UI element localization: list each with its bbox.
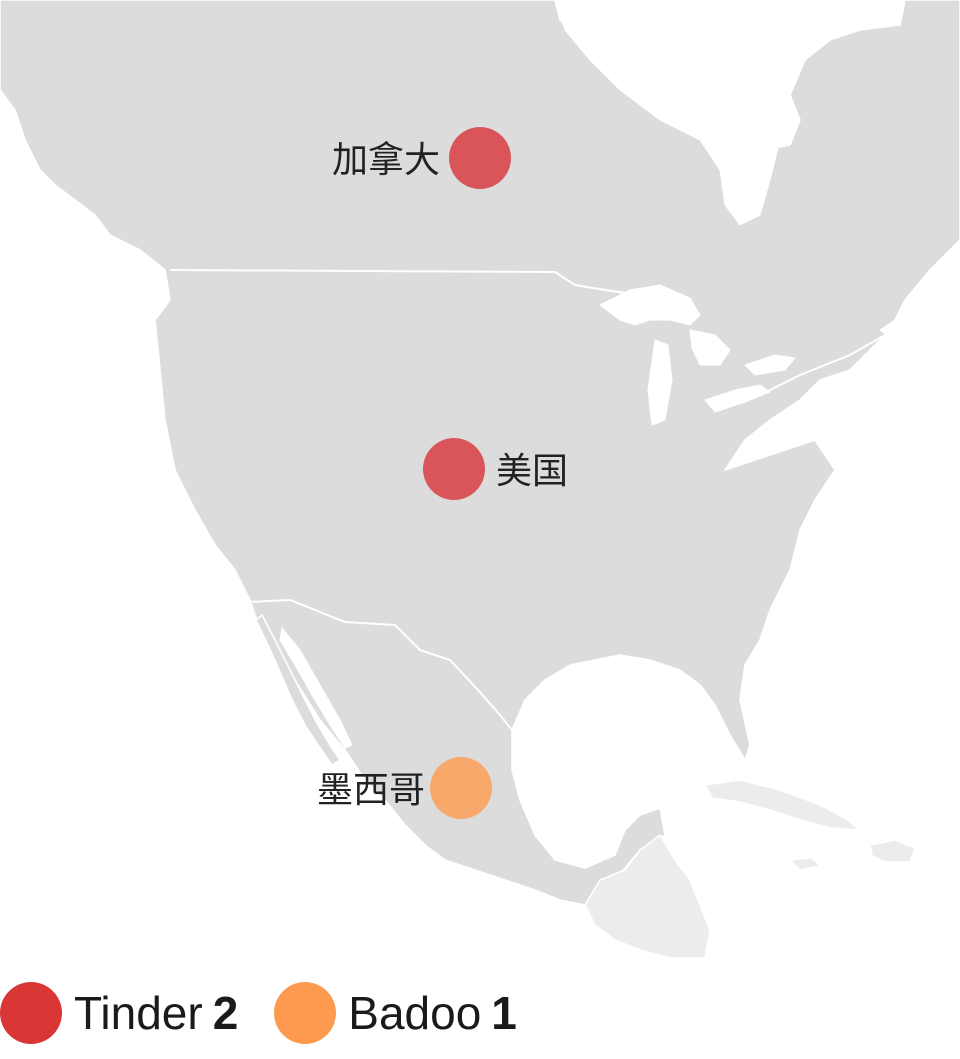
us-canada-border-east	[719, 313, 916, 411]
us-mexico-border	[247, 598, 513, 731]
gulf-of-st-lawrence	[879, 279, 960, 351]
legend: Tinder 2 Badoo 1	[0, 978, 960, 1048]
legend-item-badoo: Badoo 1	[274, 982, 517, 1044]
great-lakes	[599, 284, 796, 426]
legend-item-tinder: Tinder 2	[0, 982, 238, 1044]
legend-label-badoo: Badoo	[348, 987, 482, 1039]
mexico-label: 墨西哥	[317, 770, 425, 811]
baja-california	[255, 614, 341, 766]
canada-dot[interactable]	[449, 127, 511, 189]
tinder-color-dot	[0, 982, 62, 1044]
legend-count-badoo: 1	[491, 987, 517, 1039]
hispaniola	[869, 839, 916, 863]
badoo-color-dot	[274, 982, 337, 1044]
marker-usa[interactable]: 美国	[423, 438, 568, 500]
north-america-map: 加拿大 美国 墨西哥	[0, 0, 960, 959]
legend-label-tinder: Tinder	[74, 987, 203, 1039]
mexico-dot[interactable]	[430, 757, 492, 819]
marker-mexico[interactable]: 墨西哥	[317, 757, 492, 819]
jamaica	[789, 857, 821, 871]
gulf-of-california	[279, 626, 353, 749]
us-canada-border	[169, 269, 641, 296]
usa-label: 美国	[496, 451, 568, 492]
cuba	[704, 779, 861, 831]
hudson-bay	[554, 0, 781, 226]
usa-dot[interactable]	[423, 438, 485, 500]
canada-label: 加拿大	[332, 140, 440, 181]
central-america	[584, 834, 711, 959]
legend-count-tinder: 2	[212, 987, 239, 1039]
marker-canada[interactable]: 加拿大	[332, 127, 511, 189]
